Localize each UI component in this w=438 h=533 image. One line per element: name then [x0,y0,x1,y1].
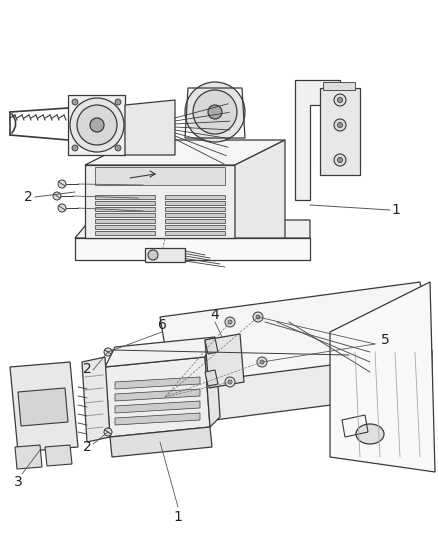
Polygon shape [110,427,212,457]
Polygon shape [75,220,310,238]
Circle shape [58,204,66,212]
Polygon shape [115,413,200,425]
Circle shape [334,154,346,166]
Polygon shape [75,238,310,260]
Polygon shape [165,231,225,235]
Text: 2: 2 [83,440,92,454]
Circle shape [72,99,78,105]
Circle shape [90,118,104,132]
Circle shape [53,192,61,200]
Circle shape [225,377,235,387]
Circle shape [338,157,343,163]
Polygon shape [18,388,68,426]
Polygon shape [95,167,225,185]
Circle shape [72,145,78,151]
Circle shape [338,98,343,102]
Text: 4: 4 [211,308,219,322]
Polygon shape [115,401,200,413]
Polygon shape [160,282,432,387]
Polygon shape [115,377,200,389]
Polygon shape [95,213,155,217]
Text: 3: 3 [14,475,22,489]
Circle shape [70,98,124,152]
Polygon shape [330,282,435,472]
Polygon shape [95,219,155,223]
Polygon shape [85,165,235,238]
Circle shape [334,94,346,106]
Circle shape [115,145,121,151]
Polygon shape [205,338,218,354]
Polygon shape [105,337,215,367]
Polygon shape [95,231,155,235]
Polygon shape [165,219,225,223]
Circle shape [193,90,237,134]
Circle shape [338,123,343,127]
Circle shape [257,357,267,367]
Polygon shape [323,82,355,90]
Circle shape [104,428,112,436]
Polygon shape [105,357,210,437]
Polygon shape [45,445,72,466]
Polygon shape [125,100,175,155]
Circle shape [334,119,346,131]
Polygon shape [165,213,225,217]
Polygon shape [295,80,340,200]
Circle shape [148,250,158,260]
Polygon shape [205,370,218,386]
Circle shape [225,317,235,327]
Polygon shape [165,195,225,199]
Circle shape [256,315,260,319]
Polygon shape [235,140,285,238]
Text: 1: 1 [392,203,400,217]
Circle shape [228,380,232,384]
Polygon shape [15,445,42,469]
Circle shape [115,99,121,105]
Text: 5: 5 [381,333,389,347]
Polygon shape [205,337,220,427]
Circle shape [208,105,222,119]
Polygon shape [82,357,110,442]
Polygon shape [10,362,78,452]
Polygon shape [85,140,285,165]
Polygon shape [95,195,155,199]
Polygon shape [145,248,185,262]
Polygon shape [68,95,125,155]
Polygon shape [160,352,432,427]
Text: 6: 6 [158,318,166,332]
Text: 1: 1 [173,510,183,524]
Polygon shape [115,389,200,401]
Circle shape [77,105,117,145]
Circle shape [185,82,245,142]
Circle shape [253,312,263,322]
Polygon shape [320,88,360,175]
Text: 2: 2 [83,362,92,376]
Text: 2: 2 [24,190,32,204]
Ellipse shape [356,424,384,444]
Circle shape [104,348,112,356]
Polygon shape [165,201,225,205]
Circle shape [228,320,232,324]
Polygon shape [95,201,155,205]
Polygon shape [205,334,244,388]
Polygon shape [95,225,155,229]
Circle shape [58,180,66,188]
Circle shape [260,360,264,364]
Polygon shape [95,207,155,211]
Polygon shape [165,225,225,229]
Polygon shape [165,207,225,211]
